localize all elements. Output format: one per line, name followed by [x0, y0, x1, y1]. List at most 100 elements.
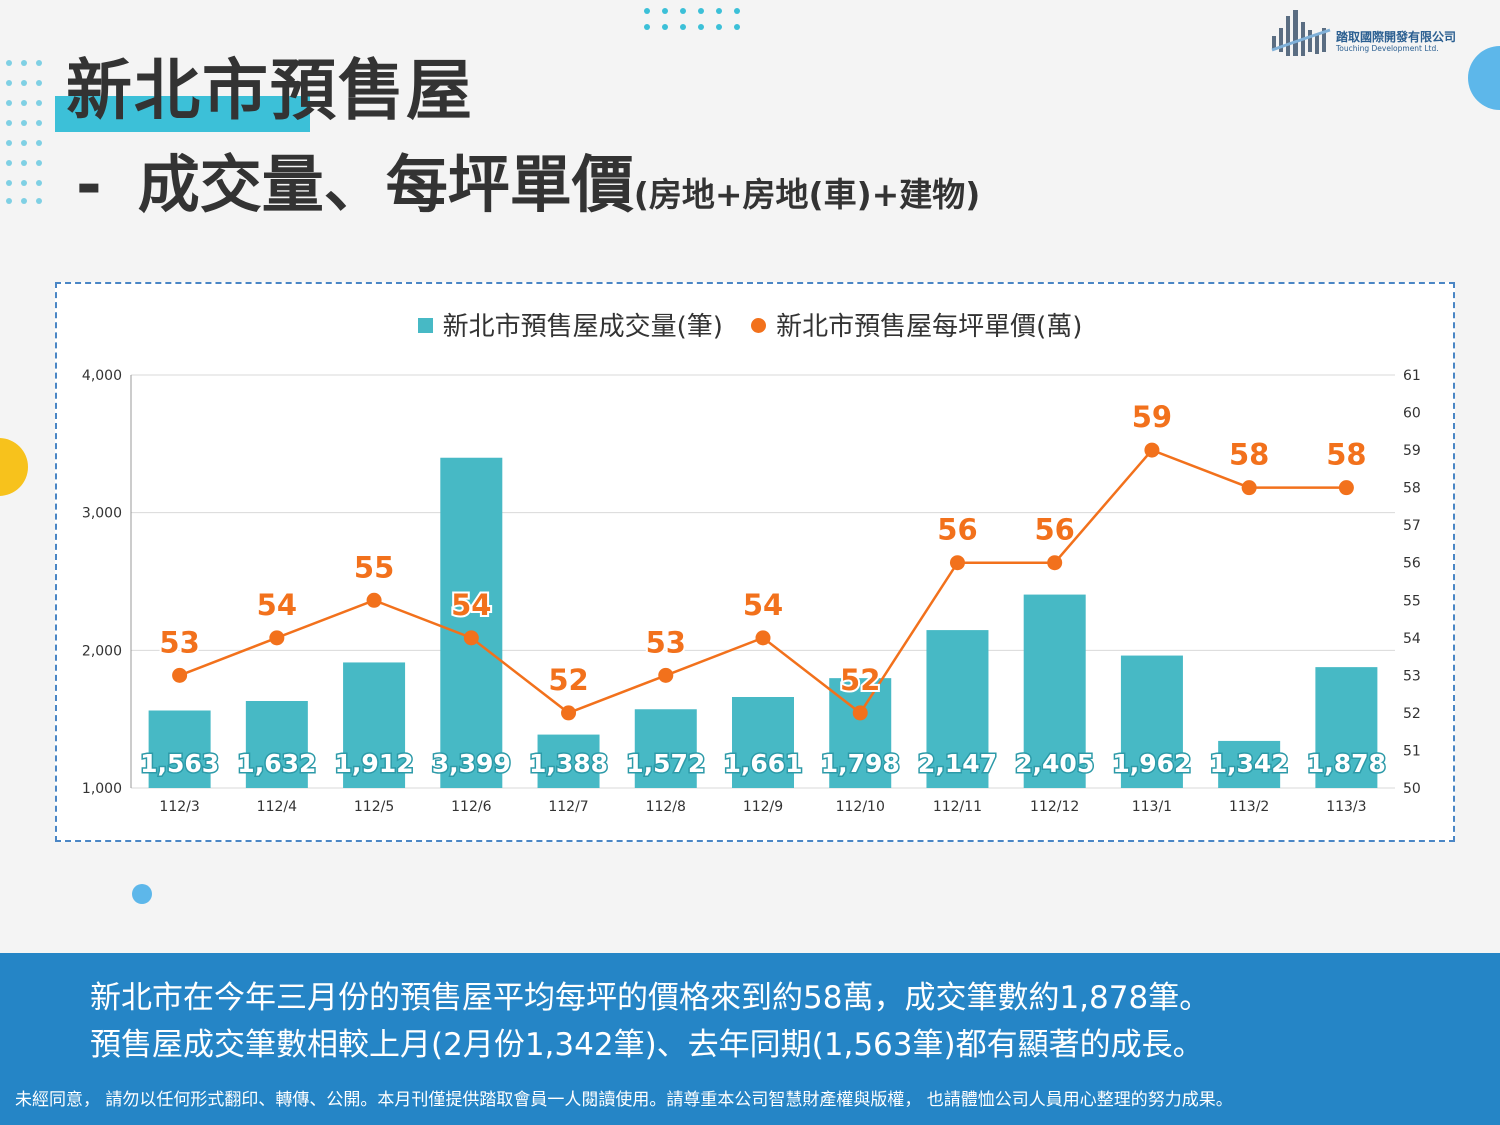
right-axis-tick-label: 51	[1403, 743, 1421, 759]
x-axis-tick-label: 112/6	[451, 799, 491, 815]
price-value-label: 54	[257, 588, 297, 622]
x-axis-tick-label: 112/9	[743, 799, 783, 815]
bar	[1218, 740, 1281, 788]
title-highlight-bar	[55, 96, 310, 132]
right-axis-tick-label: 50	[1403, 781, 1421, 797]
right-axis-tick-label: 54	[1403, 631, 1421, 647]
bar	[148, 710, 211, 788]
legend-bar-swatch	[417, 318, 433, 333]
price-point	[755, 630, 771, 646]
decorative-circle-blue-small	[132, 884, 152, 904]
bar	[343, 662, 406, 788]
price-value-label: 59	[1132, 400, 1172, 434]
price-point	[949, 555, 965, 571]
price-value-label: 54	[743, 588, 783, 622]
bar-value-label: 3,399	[432, 749, 511, 778]
x-axis-tick-label: 113/2	[1229, 799, 1269, 815]
summary-line-1: 新北市在今年三月份的預售屋平均每坪的價格來到約58萬，成交筆數約1,878筆。	[90, 980, 1211, 1016]
right-axis-tick-label: 56	[1403, 556, 1421, 572]
bar	[440, 457, 503, 788]
bar-value-label: 1,798	[821, 749, 900, 778]
price-point	[1144, 442, 1160, 458]
price-point	[561, 705, 577, 721]
chart-legend: 新北市預售屋成交量(筆) 新北市預售屋每坪單價(萬)	[0, 306, 1500, 343]
bar	[1120, 655, 1183, 788]
legend-label-volume: 新北市預售屋成交量(筆)	[442, 312, 723, 342]
left-axis-tick-label: 3,000	[82, 506, 122, 522]
x-axis-tick-label: 113/3	[1326, 799, 1366, 815]
legend-item-volume: 新北市預售屋成交量(筆)	[417, 306, 723, 343]
x-axis-tick-label: 112/3	[159, 799, 199, 815]
left-axis-tick-label: 4,000	[82, 368, 122, 384]
bar-value-label: 1,962	[1112, 749, 1191, 778]
legend-label-price: 新北市預售屋每坪單價(萬)	[776, 312, 1083, 342]
subtitle-dash: -	[76, 148, 102, 221]
subtitle-main: 成交量、每坪單價	[137, 148, 634, 221]
x-axis-tick-label: 112/10	[836, 799, 885, 815]
price-point	[366, 592, 382, 608]
left-axis-tick-label: 2,000	[82, 643, 122, 659]
price-point	[1338, 480, 1354, 496]
bar-value-label: 1,878	[1307, 749, 1386, 778]
price-value-label: 52	[548, 663, 588, 697]
right-axis-tick-label: 57	[1403, 518, 1421, 534]
x-axis-tick-label: 112/11	[933, 799, 982, 815]
bar	[926, 630, 989, 788]
bar	[732, 697, 794, 788]
summary-footer	[0, 953, 1500, 1125]
bar	[1023, 594, 1086, 788]
bar-value-label: 1,342	[1210, 749, 1289, 778]
price-point	[172, 667, 188, 683]
price-value-label: 54	[451, 588, 491, 622]
price-value-label: 53	[159, 625, 199, 659]
x-axis-tick-label: 112/12	[1030, 799, 1079, 815]
price-point	[852, 705, 868, 721]
right-axis-tick-label: 52	[1403, 706, 1421, 722]
x-axis-tick-label: 112/4	[257, 799, 297, 815]
copyright-disclaimer: 未經同意， 請勿以任何形式翻印、轉傳、公開。本月刊僅提供踏取會員一人閱讀使用。請…	[15, 1090, 1233, 1110]
bar	[1315, 667, 1378, 788]
price-value-label: 56	[1035, 513, 1075, 547]
bar-value-label: 1,572	[626, 749, 705, 778]
x-axis-tick-label: 112/7	[548, 799, 588, 815]
bar	[634, 709, 697, 788]
decorative-dots-top	[644, 8, 740, 30]
right-axis-tick-label: 59	[1403, 443, 1421, 459]
price-point	[269, 630, 285, 646]
building-logo-icon	[1271, 10, 1331, 56]
price-value-label: 53	[646, 625, 686, 659]
right-axis-tick-label: 55	[1403, 593, 1421, 609]
price-point	[1241, 480, 1257, 496]
legend-dot-swatch	[751, 318, 767, 333]
bar-value-label: 1,632	[237, 749, 316, 778]
bar-value-label: 1,661	[723, 749, 802, 778]
bar-value-label: 2,405	[1015, 749, 1094, 778]
price-point	[463, 630, 479, 646]
summary-line-2: 預售屋成交筆數相較上月(2月份1,342筆)、去年同期(1,563筆)都有顯著的…	[90, 1027, 1204, 1063]
bar-value-label: 2,147	[918, 749, 997, 778]
x-axis-tick-label: 112/5	[354, 799, 394, 815]
price-point	[658, 667, 674, 683]
right-axis-tick-label: 60	[1403, 406, 1421, 422]
x-axis-tick-label: 113/1	[1132, 799, 1172, 815]
company-logo: 踏取國際開發有限公司 Touching Development Ltd.	[1270, 10, 1470, 58]
legend-item-price: 新北市預售屋每坪單價(萬)	[751, 306, 1082, 343]
right-axis-tick-label: 58	[1403, 481, 1421, 497]
price-value-label: 58	[1229, 438, 1269, 472]
x-axis-tick-label: 112/8	[646, 799, 686, 815]
combo-chart: 1,000 2,000 3,000 4,000 50 51 52 53 54 55 56 57 58 59…	[82, 368, 1421, 815]
left-axis-tick-label: 1,000	[82, 781, 122, 797]
right-axis-tick-label: 61	[1403, 368, 1421, 384]
bar	[245, 700, 308, 788]
price-value-label: 56	[937, 513, 977, 547]
right-axis-tick-label: 53	[1403, 668, 1421, 684]
bar-value-label: 1,912	[335, 749, 414, 778]
price-value-label: 58	[1326, 438, 1366, 472]
price-point	[1047, 555, 1063, 571]
price-value-label: 52	[840, 663, 880, 697]
bar-value-label: 1,388	[529, 749, 608, 778]
bar-value-label: 1,563	[140, 749, 219, 778]
subtitle-note: (房地+房地(車)+建物)	[633, 175, 981, 214]
logo-english-name: Touching Development Ltd.	[1336, 44, 1439, 53]
price-value-label: 55	[354, 550, 394, 584]
